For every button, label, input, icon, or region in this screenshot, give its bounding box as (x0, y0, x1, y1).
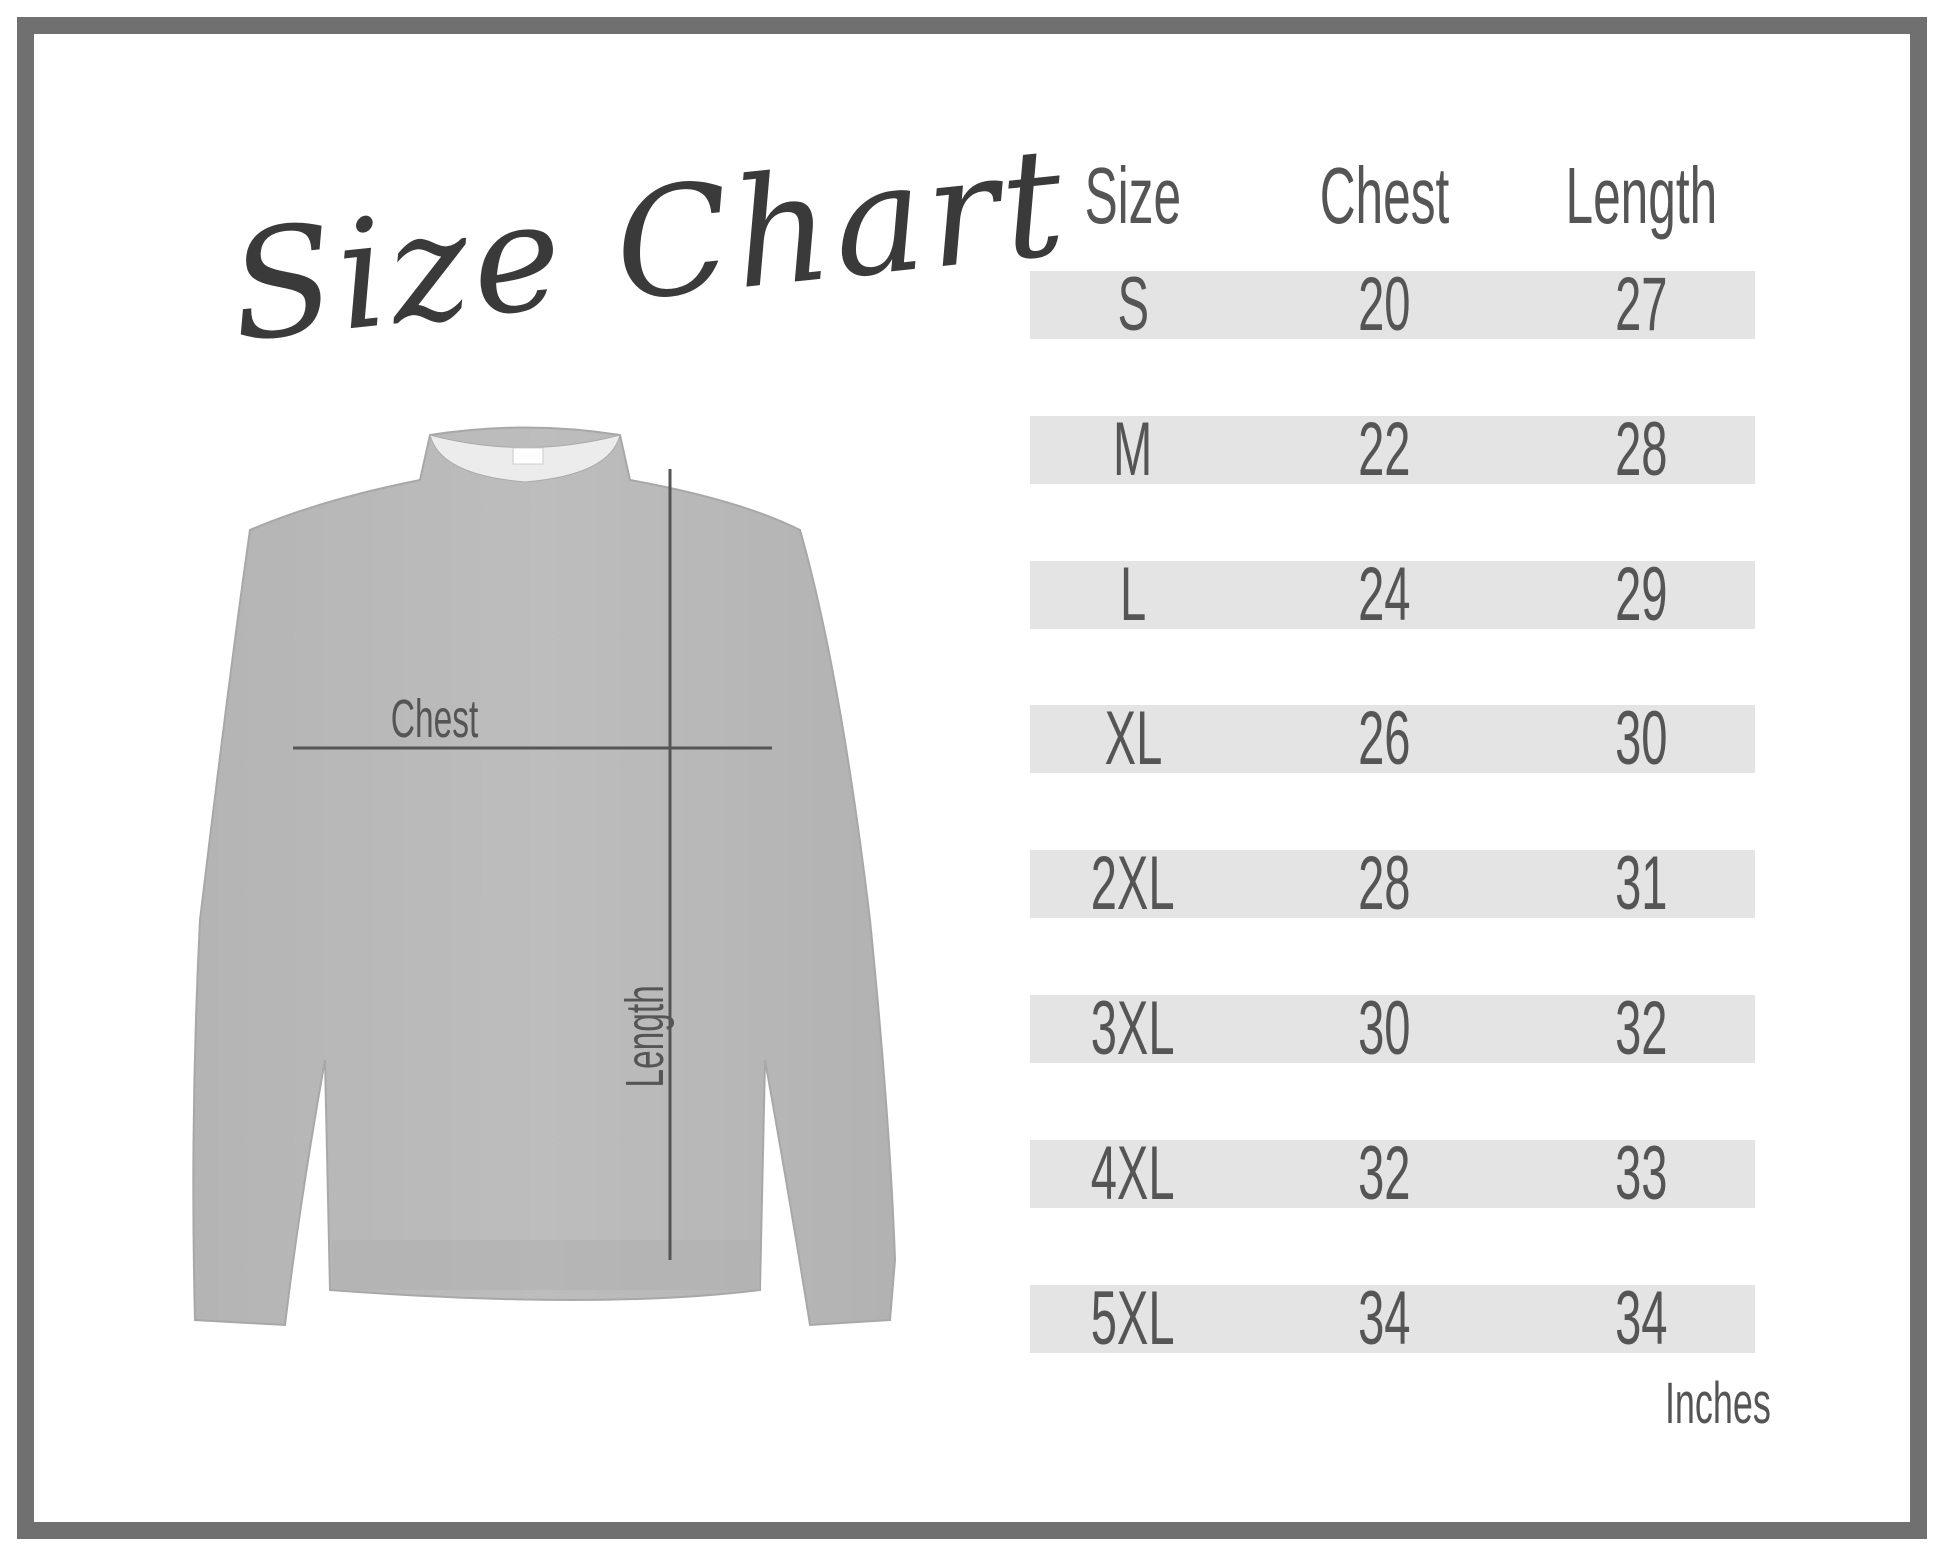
chest-cell: 28 (1357, 841, 1411, 927)
table-row: M 22 28 (1030, 407, 1755, 491)
size-cell: L (1119, 551, 1147, 637)
size-cell: 2XL (1091, 841, 1175, 927)
size-cell: XL (1104, 696, 1162, 782)
size-cell: S (1117, 262, 1149, 347)
chest-label: Chest (391, 689, 479, 749)
chest-cell: 22 (1357, 406, 1411, 492)
table-row: 4XL 32 33 (1030, 1131, 1755, 1215)
table-row: 5XL 34 34 (1030, 1276, 1755, 1360)
chest-cell: 34 (1357, 1275, 1411, 1361)
header-chest: Chest (1319, 151, 1449, 240)
header-length: Length (1565, 151, 1717, 240)
length-cell: 29 (1614, 551, 1668, 637)
length-cell: 33 (1614, 1130, 1668, 1216)
chest-cell: 20 (1357, 262, 1411, 347)
chest-cell: 24 (1357, 551, 1411, 637)
chest-cell: 30 (1357, 986, 1411, 1071)
table-row: S 20 27 (1030, 263, 1755, 347)
length-cell: 28 (1614, 406, 1668, 492)
table-row: XL 26 30 (1030, 697, 1755, 781)
table-row: 2XL 28 31 (1030, 842, 1755, 926)
length-label: Length (615, 984, 675, 1088)
table-row: 3XL 30 32 (1030, 987, 1755, 1071)
length-cell: 31 (1614, 841, 1668, 927)
unit-label: Inches (1664, 1371, 1771, 1436)
chest-cell: 26 (1357, 696, 1411, 782)
size-cell: 3XL (1091, 986, 1175, 1071)
length-cell: 34 (1614, 1275, 1668, 1361)
length-cell: 32 (1614, 986, 1668, 1071)
length-cell: 30 (1614, 696, 1668, 782)
header-size: Size (1084, 151, 1182, 240)
sweatshirt-image (192, 426, 897, 1327)
size-cell: M (1113, 406, 1153, 492)
size-cell: 4XL (1091, 1130, 1175, 1216)
chest-cell: 32 (1357, 1130, 1411, 1216)
table-row: L 24 29 (1030, 552, 1755, 636)
size-cell: 5XL (1091, 1275, 1175, 1361)
length-cell: 27 (1614, 262, 1668, 347)
